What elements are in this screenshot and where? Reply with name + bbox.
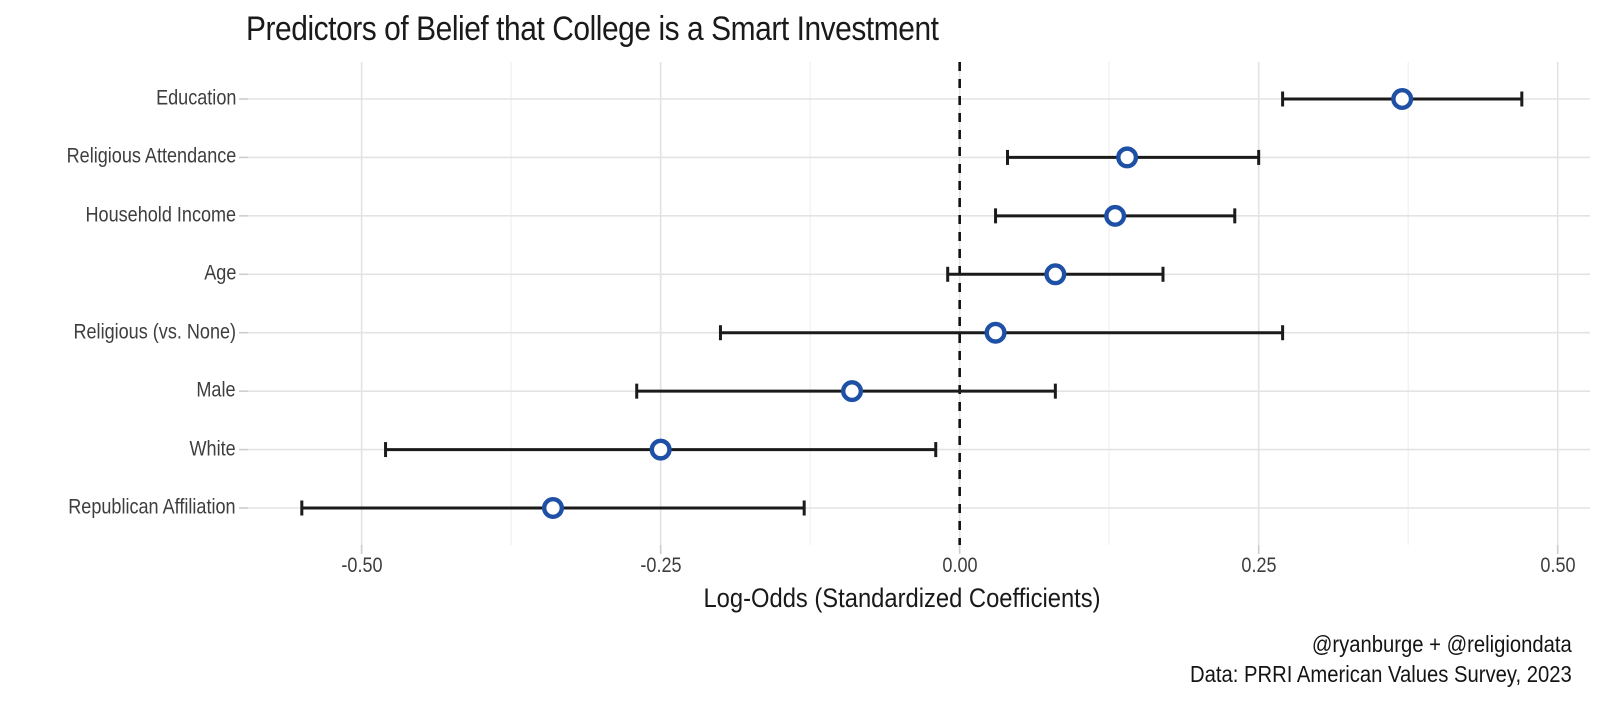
point-estimate bbox=[1104, 204, 1127, 227]
y-axis-category-label: Male bbox=[196, 378, 236, 402]
y-axis-category-label: Religious Attendance bbox=[66, 144, 236, 168]
point-estimate bbox=[542, 497, 565, 520]
x-axis-tick-label: -0.50 bbox=[341, 554, 383, 577]
y-axis-category-label: Education bbox=[155, 86, 236, 110]
point-estimate bbox=[1391, 87, 1414, 110]
y-axis-category-label: Republican Affiliation bbox=[68, 495, 236, 519]
x-axis-tick-label: 0.25 bbox=[1241, 554, 1277, 577]
caption-source: Data: PRRI American Values Survey, 2023 bbox=[1190, 661, 1572, 687]
y-axis-category-label: White bbox=[189, 437, 236, 461]
x-axis-tick-label: 0.50 bbox=[1540, 554, 1576, 577]
chart-title: Predictors of Belief that College is a S… bbox=[246, 10, 939, 48]
x-axis-tick-label: 0.00 bbox=[942, 554, 978, 577]
point-estimate bbox=[649, 438, 672, 461]
caption-credits: @ryanburge + @religiondata bbox=[1312, 631, 1572, 657]
y-axis-category-label: Age bbox=[203, 261, 236, 285]
x-axis-tick-label: -0.25 bbox=[640, 554, 682, 577]
y-axis-category-label: Household Income bbox=[85, 203, 236, 227]
y-axis-category-label: Religious (vs. None) bbox=[73, 320, 236, 344]
point-estimate bbox=[1116, 146, 1139, 169]
point-estimate bbox=[841, 380, 864, 403]
point-estimate bbox=[1044, 263, 1067, 286]
x-axis-label: Log-Odds (Standardized Coefficients) bbox=[703, 583, 1101, 613]
chart-caption: @ryanburge + @religiondata Data: PRRI Am… bbox=[1190, 629, 1572, 689]
point-estimate bbox=[984, 321, 1007, 344]
